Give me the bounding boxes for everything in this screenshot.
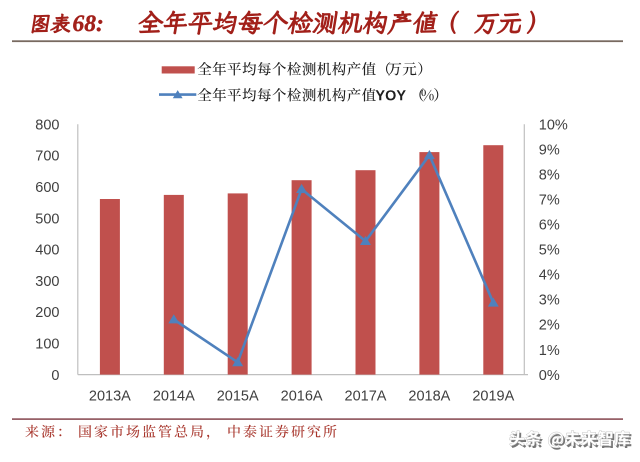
svg-text:2017A: 2017A bbox=[345, 389, 387, 405]
svg-text:2018A: 2018A bbox=[408, 389, 450, 405]
svg-text:100: 100 bbox=[35, 337, 59, 353]
svg-text:6%: 6% bbox=[539, 218, 560, 234]
svg-text:500: 500 bbox=[35, 211, 59, 227]
svg-text:9%: 9% bbox=[539, 142, 560, 158]
svg-text:2019A: 2019A bbox=[472, 389, 514, 405]
svg-text:200: 200 bbox=[35, 305, 59, 321]
svg-text:7%: 7% bbox=[539, 193, 560, 209]
svg-text:300: 300 bbox=[35, 274, 59, 290]
svg-text:2014A: 2014A bbox=[153, 389, 195, 405]
svg-text:3%: 3% bbox=[539, 293, 560, 309]
svg-text:2015A: 2015A bbox=[217, 389, 259, 405]
svg-text:2016A: 2016A bbox=[281, 389, 323, 405]
svg-text:0: 0 bbox=[51, 368, 59, 384]
svg-text:1%: 1% bbox=[539, 343, 560, 359]
svg-text:8%: 8% bbox=[539, 168, 560, 184]
svg-text:800: 800 bbox=[35, 117, 59, 133]
svg-text:4%: 4% bbox=[539, 268, 560, 284]
svg-text:5%: 5% bbox=[539, 243, 560, 259]
svg-text:600: 600 bbox=[35, 180, 59, 196]
svg-text:2%: 2% bbox=[539, 318, 560, 334]
svg-text:700: 700 bbox=[35, 149, 59, 165]
svg-text:2013A: 2013A bbox=[89, 389, 131, 405]
svg-text:400: 400 bbox=[35, 243, 59, 259]
svg-text:0%: 0% bbox=[539, 368, 560, 384]
svg-text:10%: 10% bbox=[539, 117, 568, 133]
